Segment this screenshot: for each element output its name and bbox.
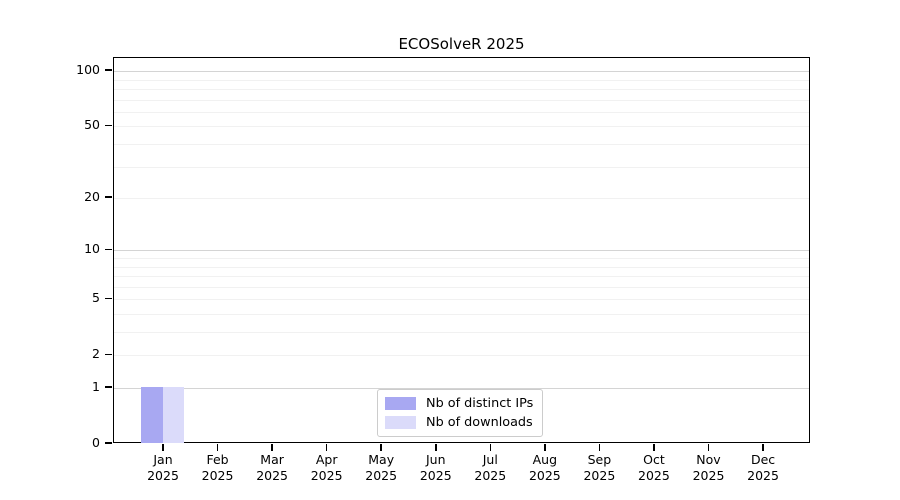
x-tick-month: Dec [750,452,776,467]
gridline-minor [114,79,809,81]
legend: Nb of distinct IPs Nb of downloads [377,389,544,437]
legend-label-downloads: Nb of downloads [426,415,533,430]
x-tick-mark [707,443,710,451]
x-tick-year: 2025 [528,468,561,483]
gridline-minor [114,258,809,260]
x-tick-month: Nov [696,452,721,467]
x-tick-month: Mar [260,452,284,467]
gridline-minor [114,198,809,200]
legend-label-distinct-ips: Nb of distinct IPs [426,396,534,411]
gridline-minor [114,355,809,357]
gridline-minor [114,332,809,334]
bar-distinct-ips-jan [141,386,163,443]
x-tick-label: Feb 2025 [183,452,253,484]
gridline-major [114,71,809,73]
x-tick-year: 2025 [310,468,343,483]
x-tick-mark [544,443,546,451]
chart-title: ECOSolveR 2025 [398,35,525,53]
gridline-minor [114,266,809,268]
x-tick-year: 2025 [256,468,288,483]
x-tick-label: Nov 2025 [674,452,744,484]
x-tick-label: May 2025 [346,452,416,484]
x-tick-mark [653,443,655,451]
y-tick-mark [105,442,112,444]
gridline-minor [114,111,809,113]
gridline-major [114,388,809,390]
x-tick-month: Sep [587,452,612,467]
x-tick-label: Jan 2025 [128,452,198,484]
gridline-minor [114,286,809,288]
y-tick-label: 20 [84,189,100,205]
x-tick-mark [489,443,492,451]
x-tick-label: Apr 2025 [292,452,362,484]
legend-item-distinct-ips: Nb of distinct IPs [385,396,533,411]
legend-swatch-downloads [385,416,416,429]
gridline-minor [114,99,809,101]
y-tick-mark [105,297,112,300]
x-tick-year: 2025 [419,468,452,483]
bar-downloads-jan [162,386,185,443]
x-tick-mark [216,443,219,451]
x-tick-month: Jun [425,452,446,467]
y-tick-label: 50 [84,117,100,133]
x-tick-year: 2025 [365,468,398,483]
y-tick-label: 1 [92,379,100,395]
y-tick-mark [105,196,112,198]
x-tick-year: 2025 [692,468,725,483]
y-tick-mark [105,386,112,388]
y-tick-label: 100 [76,62,100,78]
x-tick-mark [762,443,764,451]
x-tick-month: Oct [643,452,665,467]
x-tick-month: May [368,452,395,467]
x-tick-month: Jan [153,452,173,467]
y-tick-mark [105,248,112,251]
x-tick-year: 2025 [147,468,179,483]
x-tick-year: 2025 [201,468,234,483]
x-tick-month: Apr [315,452,338,467]
x-tick-label: Sep 2025 [564,452,634,484]
x-tick-year: 2025 [474,468,507,483]
x-tick-month: Jul [482,452,498,467]
y-tick-label: 2 [92,346,100,362]
x-tick-label: Aug 2025 [510,452,580,484]
x-tick-year: 2025 [583,468,616,483]
x-tick-label: Oct 2025 [619,452,689,484]
y-tick-mark [105,353,112,356]
x-tick-mark [380,443,382,451]
x-tick-label: Mar 2025 [237,452,307,484]
y-tick-label: 10 [84,241,100,257]
y-tick-mark [105,69,112,71]
x-tick-mark [162,443,164,451]
x-tick-month: Aug [532,452,558,467]
gridline-minor [114,166,809,168]
x-tick-month: Feb [206,452,229,467]
y-tick-label: 0 [92,435,100,450]
x-tick-label: Jun 2025 [401,452,471,484]
x-tick-mark [435,443,437,451]
y-tick-label: 5 [92,290,100,306]
x-tick-label: Jul 2025 [455,452,525,484]
gridline-minor [114,276,809,278]
legend-item-downloads: Nb of downloads [385,415,533,430]
x-tick-mark [271,443,273,451]
gridline-major [114,250,809,252]
legend-swatch-distinct-ips [385,397,416,410]
x-tick-mark [598,443,601,451]
gridline-minor [114,126,809,128]
gridline-minor [114,144,809,146]
gridline-minor [114,314,809,315]
x-tick-year: 2025 [638,468,670,483]
gridline-minor [114,89,809,91]
x-tick-mark [325,443,328,451]
y-tick-mark [105,124,112,127]
plot-area [113,57,810,443]
gridline-minor [114,299,809,301]
x-tick-year: 2025 [747,468,779,483]
x-tick-label: Dec 2025 [728,452,798,484]
